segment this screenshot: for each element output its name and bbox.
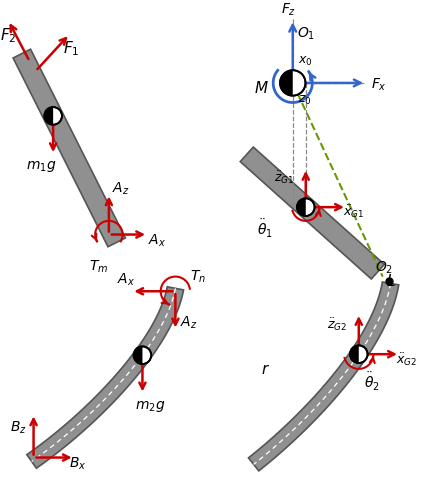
Circle shape [350,346,368,363]
Text: $M$: $M$ [254,80,268,96]
Text: $F_x$: $F_x$ [371,76,387,93]
Wedge shape [134,346,143,364]
Text: $\ddot{z}_{G2}$: $\ddot{z}_{G2}$ [327,316,348,333]
Text: $B_x$: $B_x$ [69,455,86,471]
Text: $\ddot{\theta}_2$: $\ddot{\theta}_2$ [364,370,379,392]
Wedge shape [280,70,293,96]
Text: $m_2 g$: $m_2 g$ [135,398,165,413]
Text: $r$: $r$ [261,362,271,377]
Text: $T_m$: $T_m$ [89,258,109,275]
Polygon shape [13,49,126,247]
Text: $O_2$: $O_2$ [375,260,393,276]
Text: $A_z$: $A_z$ [112,180,129,197]
Text: $A_x$: $A_x$ [117,272,135,287]
Text: $A_z$: $A_z$ [180,314,198,331]
Text: $F_1$: $F_1$ [63,40,80,58]
Text: $B_z$: $B_z$ [10,420,27,436]
Circle shape [280,70,305,96]
Text: $\ddot{z}_{G1}$: $\ddot{z}_{G1}$ [275,170,295,186]
Text: $z_0$: $z_0$ [298,94,311,107]
Circle shape [297,198,315,216]
Wedge shape [44,107,53,124]
Text: $A_x$: $A_x$ [148,232,166,248]
Text: $\ddot{x}_{G2}$: $\ddot{x}_{G2}$ [396,352,417,368]
Polygon shape [27,287,184,468]
Circle shape [44,107,62,124]
Text: $O_1$: $O_1$ [297,26,315,42]
Text: $x_0$: $x_0$ [298,55,312,68]
Text: $m_1 g$: $m_1 g$ [26,160,56,174]
Polygon shape [248,282,399,471]
Text: $F_2$: $F_2$ [0,26,17,46]
Text: $\ddot{\theta}_1$: $\ddot{\theta}_1$ [257,218,273,240]
Text: $L$: $L$ [386,274,395,289]
Text: $T_n$: $T_n$ [190,268,206,285]
Wedge shape [297,198,306,216]
Text: $\ddot{x}_{G1}$: $\ddot{x}_{G1}$ [343,204,364,220]
Circle shape [134,346,151,364]
Polygon shape [240,147,385,279]
Wedge shape [350,346,359,363]
Text: $F_z$: $F_z$ [281,2,296,18]
